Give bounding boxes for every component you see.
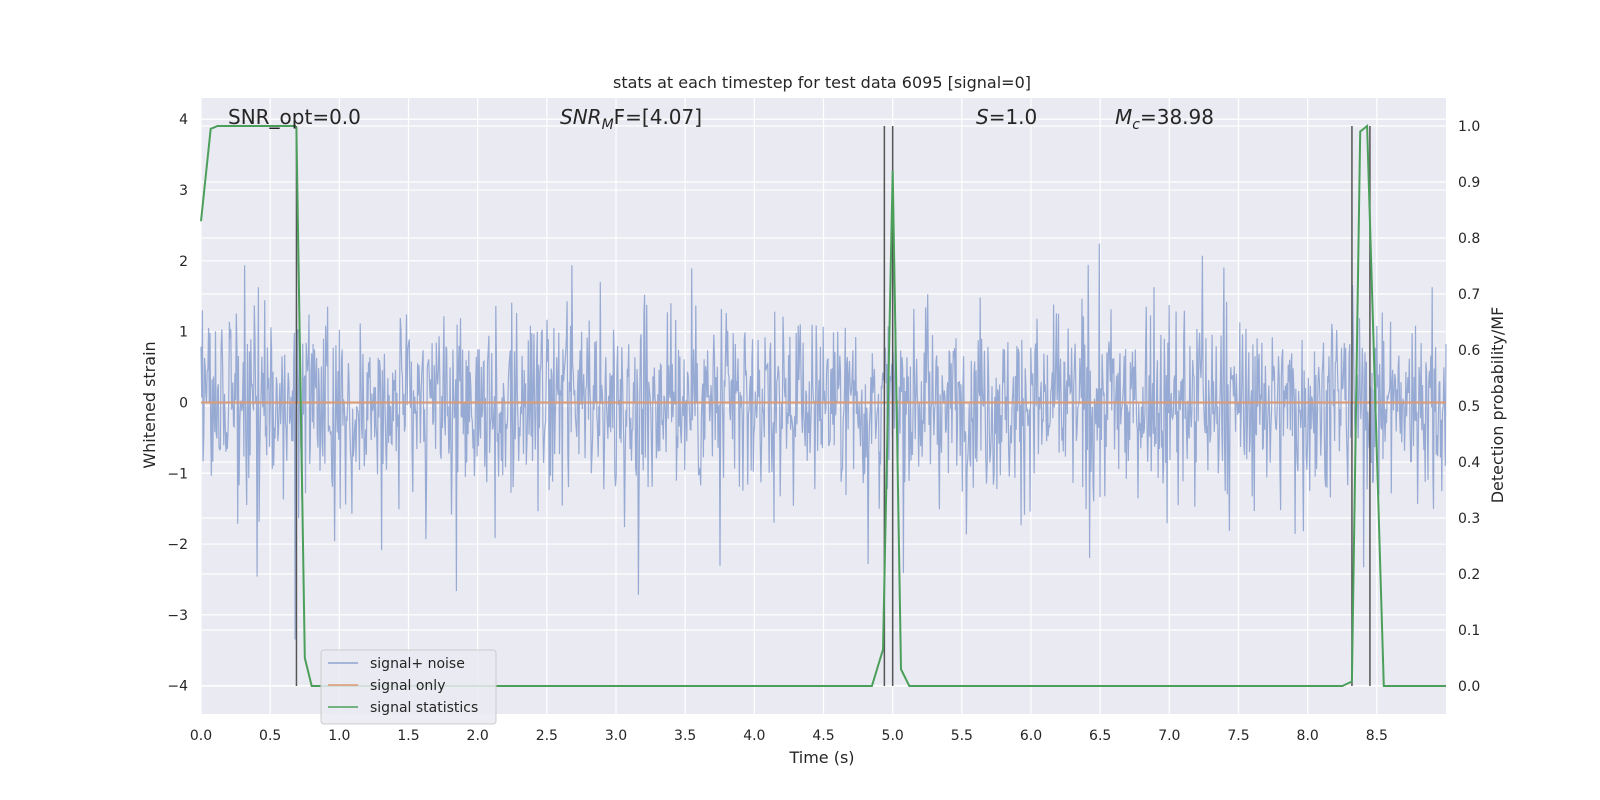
mc-annotation: Mc=38.98	[1115, 105, 1214, 133]
left-axis-label: Whitened strain	[140, 341, 159, 468]
left-tick-label: 0	[179, 395, 188, 411]
x-axis-label: Time (s)	[788, 748, 854, 767]
left-tick-label: 2	[179, 254, 188, 270]
x-tick-label: 4.0	[743, 728, 765, 744]
right-tick-label: 0.0	[1458, 679, 1480, 695]
left-tick-label: 4	[179, 112, 188, 128]
left-tick-label: −1	[167, 466, 188, 482]
x-tick-label: 3.5	[674, 728, 696, 744]
right-tick-label: 1.0	[1458, 119, 1480, 135]
x-tick-label: 1.5	[397, 728, 419, 744]
snr-mf-var: SNR	[560, 105, 602, 129]
legend-frame	[320, 649, 497, 725]
x-tick-label: 8.5	[1366, 728, 1388, 744]
x-tick-label: 3.0	[605, 728, 627, 744]
left-axis-ticks: −4 −3 −2 −1 0 1 2 3 4	[167, 112, 188, 694]
statistics-series-line	[200, 123, 1446, 687]
x-tick-label: 6.0	[1020, 728, 1042, 744]
left-tick-label: −4	[167, 679, 188, 695]
legend-label-signal: signal only	[370, 678, 445, 694]
right-tick-label: 0.1	[1458, 623, 1480, 639]
right-tick-label: 0.5	[1458, 399, 1480, 415]
legend: signal+ noise signal only signal statist…	[320, 649, 497, 725]
right-tick-label: 0.7	[1458, 287, 1480, 303]
right-tick-label: 0.4	[1458, 455, 1480, 471]
s-value: =1.0	[989, 105, 1038, 129]
x-tick-label: 5.5	[951, 728, 973, 744]
x-tick-label: 2.5	[536, 728, 558, 744]
left-tick-label: 1	[179, 325, 188, 341]
snr-opt-annotation: SNR_opt=0.0	[228, 105, 361, 129]
left-tick-label: 3	[179, 183, 188, 199]
right-axis-label: Detection probability/MF	[1488, 307, 1507, 504]
x-tick-label: 8.0	[1297, 728, 1319, 744]
s-var: S	[976, 105, 989, 129]
right-tick-label: 0.3	[1458, 511, 1480, 527]
right-tick-label: 0.8	[1458, 231, 1480, 247]
x-tick-label: 4.5	[812, 728, 834, 744]
mc-value: =38.98	[1140, 105, 1214, 129]
x-axis-ticks: 0.0 0.5 1.0 1.5 2.0 2.5 3.0 3.5 4.0 4.5 5.0 5.5 6.0 6…	[190, 728, 1388, 744]
left-tick-label: −2	[167, 537, 188, 553]
statistics-trace	[200, 123, 1446, 687]
mc-sub: c	[1132, 117, 1140, 133]
chart-title: stats at each timestep for test data 609…	[613, 73, 1031, 92]
x-tick-label: 0.5	[259, 728, 281, 744]
snr-mf-annotation: SNRMF=[4.07]	[560, 105, 702, 133]
x-tick-label: 7.0	[1158, 728, 1180, 744]
right-axis-ticks: 0.0 0.1 0.2 0.3 0.4 0.5 0.6 0.7 0.8 0.9 1.0	[1458, 119, 1480, 695]
right-tick-label: 0.2	[1458, 567, 1480, 583]
legend-label-statistics: signal statistics	[370, 700, 478, 716]
noise-series-line	[200, 243, 1447, 640]
snr-mf-value: F=[4.07]	[614, 105, 702, 129]
s-annotation: S=1.0	[976, 105, 1037, 129]
noise-trace	[200, 243, 1447, 640]
x-tick-label: 0.0	[190, 728, 212, 744]
x-tick-label: 1.0	[328, 728, 350, 744]
x-tick-label: 5.0	[882, 728, 904, 744]
mc-var: M	[1115, 105, 1132, 129]
x-tick-label: 2.0	[467, 728, 489, 744]
right-tick-label: 0.6	[1458, 343, 1480, 359]
snr-mf-sub: M	[602, 117, 614, 133]
vertical-markers	[295, 126, 1371, 686]
legend-label-noise: signal+ noise	[370, 656, 465, 672]
x-tick-label: 6.5	[1089, 728, 1111, 744]
left-tick-label: −3	[167, 608, 188, 624]
right-tick-label: 0.9	[1458, 175, 1480, 191]
x-tick-label: 7.5	[1227, 728, 1249, 744]
